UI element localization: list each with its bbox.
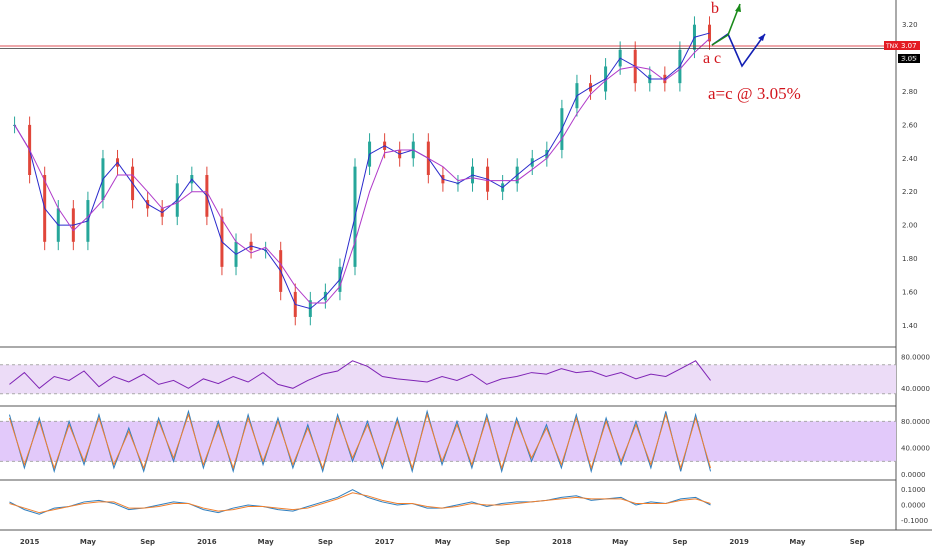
price-tick-label: 3.00	[902, 55, 918, 63]
indicator-tick-label: 40.0000	[901, 385, 930, 393]
price-tick-label: 1.40	[902, 322, 918, 330]
symbol-tag-text: TNX	[885, 43, 898, 50]
time-tick-label: May	[435, 538, 451, 546]
macd-line	[9, 489, 711, 515]
ma-slow-line	[14, 38, 710, 304]
time-tick-label: May	[258, 538, 274, 546]
green-arrowhead-icon	[735, 4, 741, 12]
rsi-line	[9, 360, 711, 389]
target-annotation: a=c @ 3.05%	[708, 84, 801, 103]
time-tick-label: 2017	[375, 538, 395, 546]
green-projection-path	[711, 3, 741, 46]
wave-label-b: b	[711, 0, 719, 17]
level-price-text: 3.05	[901, 55, 917, 63]
time-tick-label: 2015	[20, 538, 40, 546]
wave-label-a: a	[703, 50, 710, 67]
price-pane[interactable]	[0, 0, 896, 347]
price-tick-label: 2.00	[902, 222, 918, 230]
last-price-text: 3.07	[901, 42, 917, 50]
price-tick-label: 2.20	[902, 188, 918, 196]
time-tick-label: Sep	[140, 538, 155, 546]
wave-label-c: c	[714, 50, 721, 67]
stoch-band	[0, 421, 896, 462]
indicator-tick-label: 80.0000	[901, 418, 930, 426]
time-tick-label: 2019	[729, 538, 749, 546]
price-tick-label: 2.80	[902, 88, 918, 96]
stoch-d-line	[8, 412, 712, 470]
price-tick-label: 2.60	[902, 121, 918, 129]
time-tick-label: 2018	[552, 538, 572, 546]
time-tick-label: Sep	[850, 538, 865, 546]
indicator-tick-label: -0.1000	[901, 517, 928, 525]
time-tick-label: 2016	[197, 538, 217, 546]
indicator-tick-label: 0.1000	[901, 486, 926, 494]
lines-layer	[8, 32, 712, 515]
time-tick-label: May	[80, 538, 96, 546]
time-tick-label: Sep	[495, 538, 510, 546]
price-axis-ticks: 3.20 3.00 2.80 2.60 2.40 2.20 2.00 1.80 1.60 1.40…	[901, 21, 930, 525]
macd-signal-line	[9, 492, 711, 514]
indicator-tick-label: 40.0000	[901, 445, 930, 453]
time-tick-label: May	[612, 538, 628, 546]
time-tick-label: Sep	[672, 538, 687, 546]
time-tick-label: Sep	[318, 538, 333, 546]
ma-fast-line	[14, 32, 710, 310]
rsi-band	[0, 364, 896, 394]
price-tick-label: 1.60	[902, 288, 918, 296]
time-tick-label: May	[789, 538, 805, 546]
price-tick-label: 3.20	[902, 21, 918, 29]
indicator-tick-label: 0.0000	[901, 502, 926, 510]
blue-arrowhead-icon	[758, 34, 765, 41]
last-price-tag	[898, 41, 920, 50]
time-axis-ticks: 2015 May Sep 2016 May Sep 2017 May Sep 2018 May Sep…	[20, 538, 865, 546]
price-tick-label: 2.40	[902, 155, 918, 163]
price-tick-label: 1.80	[902, 255, 918, 263]
projection-arrows	[711, 3, 766, 68]
level-price-tag	[898, 54, 920, 63]
indicator-tick-label: 0.0000	[901, 471, 926, 479]
indicator-tick-label: 80.0000	[901, 353, 930, 361]
symbol-tag	[884, 41, 898, 50]
